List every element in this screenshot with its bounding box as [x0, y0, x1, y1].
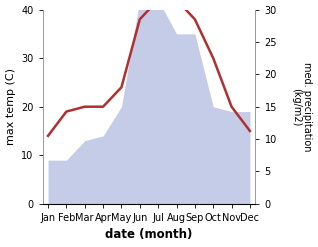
Y-axis label: max temp (C): max temp (C): [5, 68, 16, 145]
Y-axis label: med. precipitation
(kg/m2): med. precipitation (kg/m2): [291, 62, 313, 151]
X-axis label: date (month): date (month): [105, 228, 193, 242]
